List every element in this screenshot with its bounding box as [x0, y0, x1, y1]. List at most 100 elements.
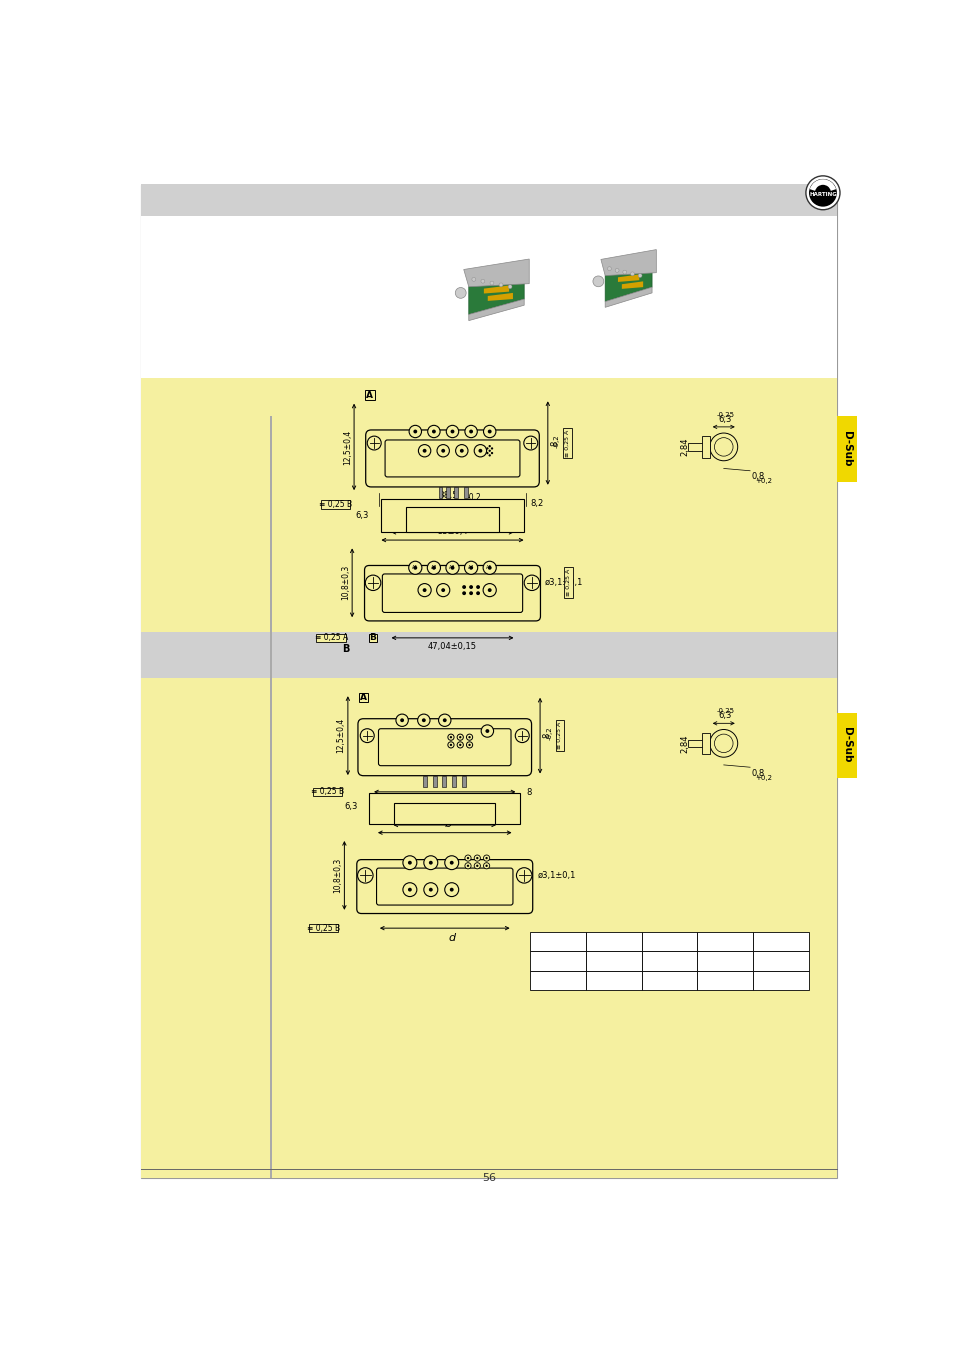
Circle shape — [485, 729, 489, 733]
Circle shape — [486, 452, 488, 454]
Circle shape — [421, 718, 425, 722]
Bar — [454, 487, 457, 498]
Circle shape — [468, 744, 470, 747]
Bar — [753, 952, 808, 971]
Text: A1: A1 — [412, 566, 418, 570]
Circle shape — [459, 448, 463, 452]
Text: A2: A2 — [430, 566, 436, 570]
Text: 53±0,4: 53±0,4 — [436, 528, 467, 536]
Circle shape — [508, 285, 512, 289]
Text: D-Sub: D-Sub — [841, 431, 851, 466]
Text: A: A — [366, 390, 373, 400]
Text: 41,3±0,3: 41,3±0,3 — [433, 520, 472, 528]
Text: 6,3: 6,3 — [718, 711, 731, 721]
Circle shape — [482, 583, 496, 597]
Text: A4: A4 — [467, 566, 474, 570]
Circle shape — [429, 861, 433, 864]
Bar — [270, 416, 272, 1179]
Text: A: A — [359, 693, 367, 702]
Bar — [141, 632, 836, 655]
Bar — [433, 776, 436, 787]
Circle shape — [622, 270, 626, 274]
Circle shape — [432, 429, 436, 433]
Bar — [585, 971, 641, 990]
Bar — [701, 733, 709, 755]
Circle shape — [427, 425, 439, 437]
Text: 2,84: 2,84 — [679, 734, 689, 752]
Bar — [585, 931, 641, 952]
Circle shape — [450, 566, 454, 570]
Bar — [585, 952, 641, 971]
Circle shape — [402, 856, 416, 869]
Circle shape — [442, 718, 446, 722]
Circle shape — [461, 585, 466, 589]
Circle shape — [413, 429, 416, 433]
Circle shape — [638, 274, 641, 278]
Circle shape — [413, 566, 416, 570]
Circle shape — [607, 267, 611, 270]
FancyBboxPatch shape — [365, 429, 538, 487]
Circle shape — [516, 868, 532, 883]
Bar — [562, 428, 571, 458]
Circle shape — [464, 863, 471, 869]
Bar — [753, 931, 808, 952]
Circle shape — [709, 729, 737, 757]
Text: ≡ 0,25 B: ≡ 0,25 B — [307, 923, 339, 933]
Circle shape — [449, 736, 452, 738]
Text: D-Sub: D-Sub — [841, 728, 851, 763]
Text: 10,8±0,3: 10,8±0,3 — [340, 566, 350, 601]
Bar — [422, 776, 427, 787]
Text: B: B — [342, 644, 349, 655]
Text: HARTING: HARTING — [808, 192, 836, 197]
Circle shape — [482, 562, 496, 574]
Bar — [141, 184, 836, 216]
Bar — [461, 776, 465, 787]
Bar — [687, 443, 709, 451]
Bar — [530, 952, 585, 971]
Bar — [358, 693, 368, 702]
Circle shape — [488, 454, 491, 456]
Circle shape — [449, 888, 454, 891]
Circle shape — [483, 855, 489, 861]
Text: 12,5±0,4: 12,5±0,4 — [342, 429, 352, 464]
Text: 8: 8 — [526, 788, 532, 796]
Circle shape — [466, 734, 472, 740]
Text: 6,3: 6,3 — [718, 414, 731, 424]
Circle shape — [395, 714, 408, 726]
Circle shape — [458, 744, 461, 747]
Text: d: d — [449, 933, 456, 942]
Polygon shape — [487, 293, 513, 301]
Circle shape — [469, 585, 473, 589]
Circle shape — [488, 446, 491, 447]
Text: ≡ 0,25 A: ≡ 0,25 A — [314, 633, 348, 643]
Circle shape — [466, 857, 469, 859]
Bar — [641, 971, 697, 990]
Text: 56: 56 — [481, 1173, 496, 1184]
Circle shape — [399, 718, 404, 722]
Circle shape — [417, 583, 431, 597]
Bar — [141, 378, 836, 655]
Circle shape — [515, 729, 529, 742]
Circle shape — [468, 736, 470, 738]
Polygon shape — [604, 288, 652, 308]
Bar — [320, 501, 350, 509]
Bar — [364, 390, 375, 401]
Circle shape — [805, 176, 840, 209]
Bar — [380, 500, 523, 532]
Text: A3: A3 — [449, 566, 456, 570]
Circle shape — [402, 883, 416, 896]
Circle shape — [469, 591, 473, 595]
Text: 38,5: 38,5 — [438, 491, 458, 500]
FancyBboxPatch shape — [382, 574, 522, 613]
Bar — [141, 655, 836, 1179]
Text: -0,25: -0,25 — [716, 412, 734, 417]
Circle shape — [408, 861, 412, 864]
Text: -0,2: -0,2 — [466, 493, 480, 502]
Bar — [836, 416, 856, 482]
Circle shape — [478, 448, 482, 452]
Circle shape — [365, 575, 380, 590]
FancyBboxPatch shape — [376, 868, 513, 905]
Circle shape — [464, 562, 477, 574]
Bar — [394, 803, 495, 825]
Circle shape — [456, 741, 463, 748]
